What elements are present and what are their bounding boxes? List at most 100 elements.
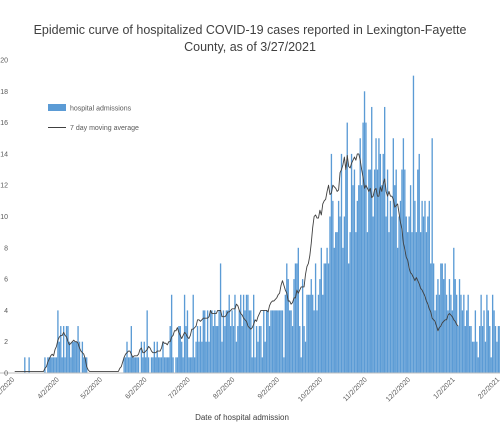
bar-hospital-admissions bbox=[287, 279, 289, 373]
bar-hospital-admissions bbox=[261, 357, 263, 373]
bar-hospital-admissions bbox=[486, 294, 488, 373]
y-tick-label: 8 bbox=[4, 245, 8, 252]
bar-hospital-admissions bbox=[192, 294, 194, 373]
y-tick-label: 14 bbox=[0, 151, 8, 158]
bar-hospital-admissions bbox=[186, 310, 189, 373]
bar-hospital-admissions bbox=[218, 310, 220, 373]
bar-hospital-admissions bbox=[209, 310, 212, 373]
chart-title-line-2: County, as of 3/27/2021 bbox=[184, 40, 316, 54]
bar-hospital-admissions bbox=[496, 341, 498, 373]
bar-hospital-admissions bbox=[297, 247, 299, 373]
bar-hospital-admissions bbox=[265, 310, 268, 373]
bar-hospital-admissions bbox=[81, 341, 84, 373]
bar-hospital-admissions bbox=[221, 341, 223, 373]
bar-hospital-admissions bbox=[437, 279, 439, 373]
bar-hospital-admissions bbox=[484, 341, 487, 373]
x-tick-label: 2/2/2021 bbox=[477, 376, 500, 400]
bar-hospital-admissions bbox=[440, 263, 442, 373]
legend-label-moving-average: 7 day moving average bbox=[70, 125, 139, 132]
bar-hospital-admissions bbox=[146, 310, 148, 373]
bar-hospital-admissions bbox=[468, 326, 471, 373]
bar-hospital-admissions bbox=[244, 310, 246, 373]
bar-hospital-admissions bbox=[83, 357, 85, 373]
bar-hospital-admissions bbox=[362, 122, 364, 373]
bar-hospital-admissions bbox=[217, 326, 219, 373]
x-tick-label: 6/2/2020 bbox=[124, 376, 148, 400]
bar-hospital-admissions bbox=[247, 294, 249, 373]
bar-hospital-admissions bbox=[369, 169, 371, 373]
bar-hospital-admissions bbox=[198, 341, 200, 373]
x-axis-label: Date of hospital admission bbox=[195, 413, 289, 422]
y-tick-label: 18 bbox=[0, 89, 8, 96]
bar-hospital-admissions bbox=[489, 326, 491, 373]
bar-hospital-admissions bbox=[267, 310, 269, 373]
y-tick-label: 6 bbox=[4, 277, 8, 284]
bar-hospital-admissions bbox=[418, 153, 420, 373]
bar-hospital-admissions bbox=[264, 341, 266, 373]
bar-hospital-admissions bbox=[142, 357, 144, 373]
bar-hospital-admissions bbox=[176, 357, 179, 373]
moving-average-line bbox=[14, 153, 459, 372]
bar-hospital-admissions bbox=[356, 200, 358, 373]
bar-hospital-admissions bbox=[373, 169, 376, 373]
bar-hospital-admissions bbox=[168, 357, 170, 373]
bar-hospital-admissions bbox=[274, 310, 276, 373]
bar-hospital-admissions bbox=[359, 138, 361, 373]
bar-hospital-admissions bbox=[300, 357, 302, 373]
bar-hospital-admissions bbox=[327, 263, 330, 373]
bar-hospital-admissions bbox=[314, 263, 317, 373]
bar-hospital-admissions bbox=[424, 200, 426, 373]
bar-hospital-admissions bbox=[124, 357, 127, 373]
bar-hospital-admissions bbox=[132, 357, 134, 373]
bar-hospital-admissions bbox=[286, 263, 288, 373]
x-tick-label: 10/2/2020 bbox=[297, 376, 324, 403]
bar-hospital-admissions bbox=[349, 232, 351, 373]
bar-hospital-admissions bbox=[61, 357, 63, 373]
bar-hospital-admissions bbox=[71, 341, 73, 373]
bar-hospital-admissions bbox=[224, 326, 226, 373]
bar-hospital-admissions bbox=[323, 263, 325, 373]
bar-hospital-admissions bbox=[425, 232, 428, 373]
bar-hospital-admissions bbox=[454, 279, 456, 373]
bar-hospital-admissions bbox=[175, 357, 177, 373]
bar-hospital-admissions bbox=[398, 216, 400, 373]
bar-hospital-admissions bbox=[395, 169, 397, 373]
bar-hospital-admissions bbox=[229, 326, 232, 373]
bar-hospital-admissions bbox=[430, 263, 432, 373]
bar-hospital-admissions bbox=[299, 326, 301, 373]
bar-hospital-admissions bbox=[222, 310, 225, 373]
bar-hospital-admissions bbox=[431, 138, 433, 373]
bar-hospital-admissions bbox=[451, 310, 454, 373]
bar-hospital-admissions bbox=[337, 200, 340, 373]
x-tick-label: 7/2/2020 bbox=[168, 376, 192, 400]
bar-hospital-admissions bbox=[211, 310, 213, 373]
bar-hospital-admissions bbox=[455, 294, 458, 373]
bar-hospital-admissions bbox=[48, 357, 50, 373]
bar-hospital-admissions bbox=[453, 247, 455, 373]
bar-hospital-admissions bbox=[165, 357, 167, 373]
bar-hospital-admissions bbox=[476, 341, 478, 373]
bar-hospital-admissions bbox=[402, 138, 405, 373]
bar-hospital-admissions bbox=[346, 122, 348, 373]
bar-hospital-admissions bbox=[268, 326, 271, 373]
bar-hospital-admissions bbox=[316, 310, 318, 373]
bar-hospital-admissions bbox=[206, 310, 209, 373]
bar-hospital-admissions bbox=[396, 247, 399, 373]
bar-hospital-admissions bbox=[467, 294, 469, 373]
bar-hospital-admissions bbox=[44, 357, 46, 373]
bar-hospital-admissions bbox=[381, 185, 383, 373]
bar-hospital-admissions bbox=[376, 169, 379, 373]
bar-hospital-admissions bbox=[448, 279, 451, 373]
bar-hospital-admissions bbox=[150, 357, 153, 373]
bar-hospital-admissions bbox=[444, 263, 446, 373]
bar-hospital-admissions bbox=[438, 294, 441, 373]
bar-hospital-admissions bbox=[389, 200, 392, 373]
bar-hospital-admissions bbox=[296, 263, 298, 373]
bar-hospital-admissions bbox=[263, 310, 265, 373]
bar-hospital-admissions bbox=[123, 357, 125, 373]
bar-hospital-admissions bbox=[163, 357, 166, 373]
bar-hospital-admissions bbox=[335, 232, 337, 373]
bar-hospital-admissions bbox=[372, 216, 374, 373]
y-tick-label: 20 bbox=[0, 58, 8, 65]
bar-hospital-admissions bbox=[378, 138, 380, 373]
